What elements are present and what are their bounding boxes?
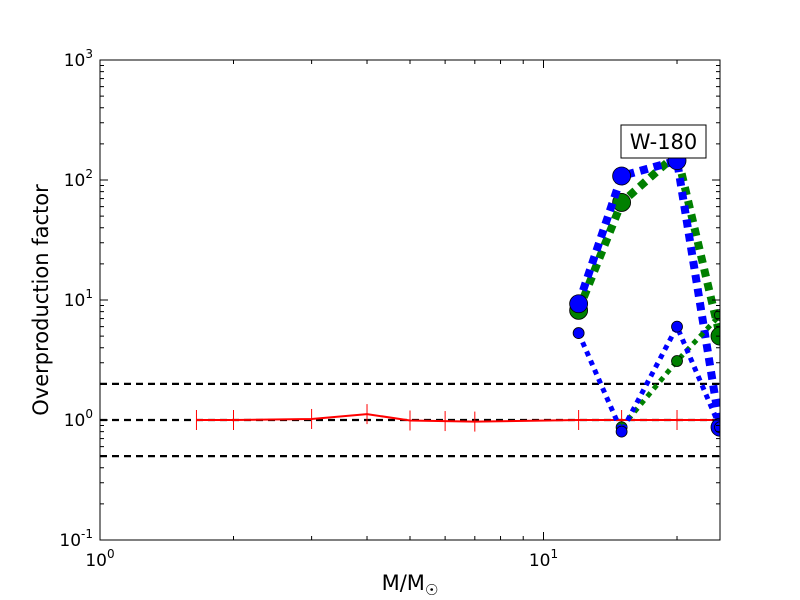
series-marker bbox=[572, 327, 585, 339]
plot-background bbox=[100, 60, 720, 540]
x-tick-label: 100 bbox=[85, 547, 114, 571]
y-tick-label-base: 10 bbox=[64, 291, 86, 311]
y-tick-label-exp: 3 bbox=[85, 47, 93, 61]
series-marker bbox=[569, 294, 589, 314]
series-marker bbox=[671, 320, 683, 333]
y-tick-label-base: 10 bbox=[64, 171, 86, 191]
x-tick-label-exp: 1 bbox=[551, 547, 559, 561]
series-line bbox=[574, 155, 720, 428]
y-axis-title: Overproduction factor bbox=[29, 184, 53, 416]
series-marker bbox=[615, 425, 628, 438]
series-marker bbox=[714, 421, 720, 434]
axis-ticks bbox=[99, 60, 720, 541]
annotation-box: W-180 bbox=[620, 124, 707, 159]
plot-frame bbox=[99, 59, 721, 541]
series-marker bbox=[612, 166, 632, 186]
x-tick-label-base: 10 bbox=[529, 551, 551, 571]
annotation-label: W-180 bbox=[630, 130, 698, 154]
y-tick-label-base: 10 bbox=[64, 51, 86, 71]
series-marker bbox=[714, 309, 720, 321]
x-axis-title: M/M☉ bbox=[382, 571, 439, 599]
y-tick-label: 10-1 bbox=[59, 527, 93, 551]
y-tick-label: 103 bbox=[64, 47, 93, 71]
y-tick-label-exp: 2 bbox=[85, 167, 93, 181]
x-axis-title-subscript: ☉ bbox=[425, 581, 438, 599]
series-marker bbox=[671, 355, 683, 367]
y-tick-label: 102 bbox=[64, 167, 93, 191]
x-axis-title-main: M/M bbox=[382, 571, 425, 595]
x-tick-label: 101 bbox=[529, 547, 558, 571]
y-tick-label-exp: 1 bbox=[85, 287, 93, 301]
y-tick-label-base: 10 bbox=[59, 531, 81, 551]
y-tick-label: 101 bbox=[64, 287, 93, 311]
y-tick-label-base: 10 bbox=[64, 411, 86, 431]
series-line bbox=[576, 320, 720, 438]
x-tick-label-base: 10 bbox=[85, 551, 107, 571]
series-marker bbox=[710, 326, 720, 346]
x-tick-label-exp: 0 bbox=[107, 547, 115, 561]
y-tick-label-exp: -1 bbox=[81, 527, 93, 541]
y-tick-label-exp: 0 bbox=[85, 407, 93, 421]
y-tick-label: 100 bbox=[64, 407, 93, 431]
series-line bbox=[574, 146, 720, 338]
